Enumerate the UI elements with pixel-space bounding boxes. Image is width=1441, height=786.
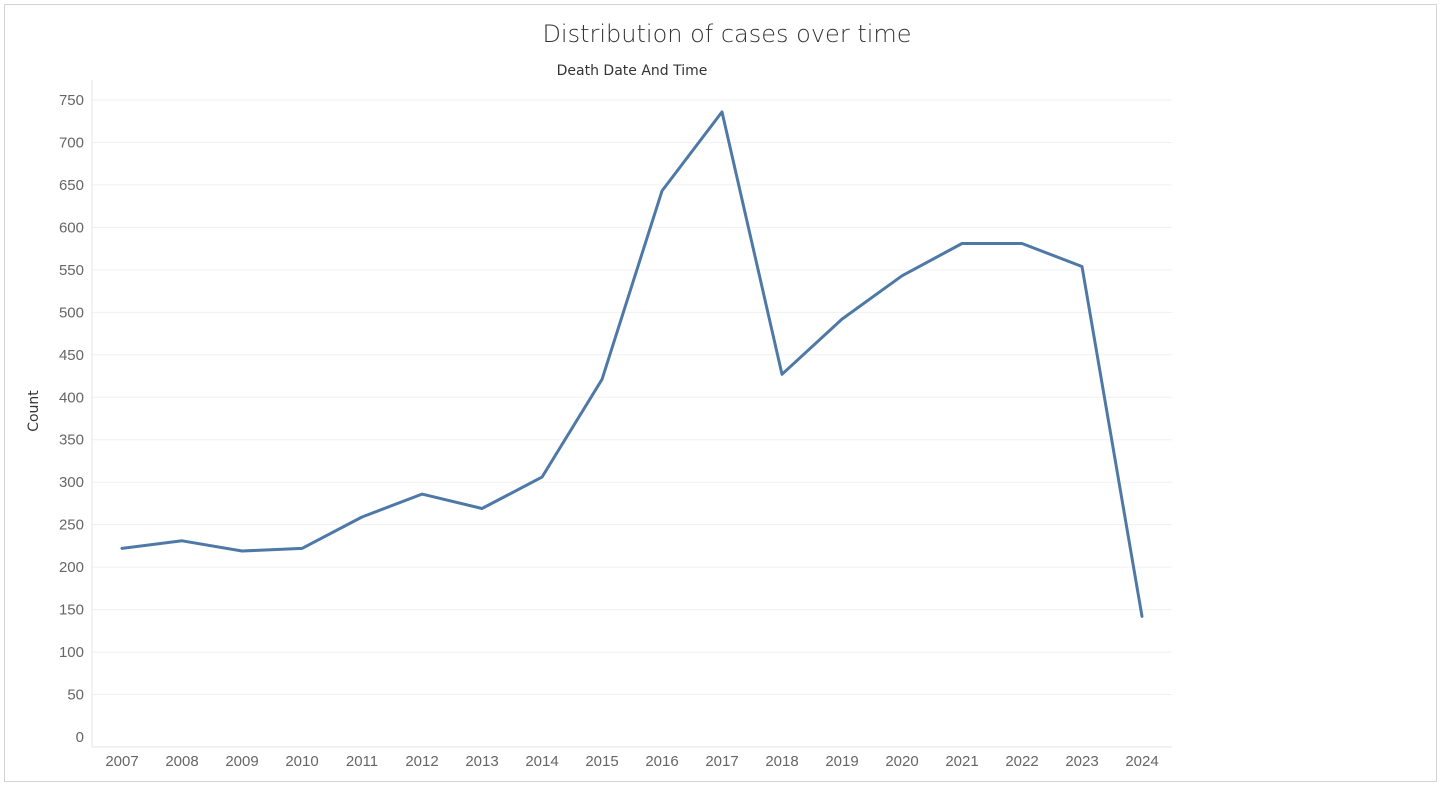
x-tick-label: 2015 [585,753,618,770]
data-point[interactable] [1016,238,1028,250]
data-point[interactable] [716,106,728,118]
y-tick-label: 150 [59,602,84,619]
y-tick-label: 350 [59,432,84,449]
x-tick-label: 2008 [165,753,198,770]
data-point[interactable] [776,368,788,380]
data-point[interactable] [236,545,248,557]
data-point[interactable] [536,471,548,483]
data-point[interactable] [656,185,668,197]
x-tick-label: 2020 [885,753,918,770]
series-lines[interactable] [116,106,1148,623]
column-header: Death Date And Time [557,63,708,79]
data-point[interactable] [896,270,908,282]
series-line[interactable] [120,110,1144,618]
data-point[interactable] [296,542,308,554]
y-tick-label: 200 [59,559,84,576]
x-tick-label: 2009 [225,753,258,770]
y-tick-label: 250 [59,517,84,534]
x-tick-label: 2019 [825,753,858,770]
data-point[interactable] [956,238,968,250]
chart-title: Distribution of cases over time [542,20,911,48]
data-point[interactable] [476,503,488,515]
y-tick-label: 650 [59,177,84,194]
y-tick-label: 500 [59,304,84,321]
x-tick-label: 2024 [1125,753,1158,770]
data-point[interactable] [596,373,608,385]
x-tick-label: 2014 [525,753,558,770]
x-tick-label: 2022 [1005,753,1038,770]
y-tick-label: 750 [59,92,84,109]
x-tick-label: 2013 [465,753,498,770]
data-point[interactable] [356,511,368,523]
data-point[interactable] [836,313,848,325]
x-tick-label: 2007 [105,753,138,770]
x-tick-labels: 2007 2008 2009 2010 2011 2012 2013 2014 2015 2016… [105,753,1158,770]
y-tick-label: 450 [59,347,84,364]
x-tick-label: 2012 [405,753,438,770]
y-tick-label: 100 [59,644,84,661]
x-tick-label: 2016 [645,753,678,770]
data-point[interactable] [416,488,428,500]
x-tick-label: 2023 [1065,753,1098,770]
y-tick-label: 300 [59,474,84,491]
gridlines [92,99,1172,696]
y-tick-label: 0 [76,729,84,746]
y-axis-title: Count [26,390,42,432]
y-tick-label: 600 [59,219,84,236]
x-tick-label: 2011 [346,753,378,770]
y-tick-label: 50 [67,687,84,704]
data-point[interactable] [176,535,188,547]
x-tick-label: 2018 [765,753,798,770]
x-tick-label: 2017 [705,753,738,770]
y-tick-label: 550 [59,262,84,279]
data-point[interactable] [116,542,128,554]
axes [91,80,1172,748]
x-tick-label: 2021 [945,753,978,770]
data-point[interactable] [1076,260,1088,272]
y-tick-label: 400 [59,389,84,406]
x-tick-label: 2010 [285,753,318,770]
data-point[interactable] [1136,610,1148,622]
y-tick-label: 700 [59,134,84,151]
y-tick-labels: 0 50 100 150 200 250 300 350 400 450 500 550 600 650 7… [59,92,84,746]
